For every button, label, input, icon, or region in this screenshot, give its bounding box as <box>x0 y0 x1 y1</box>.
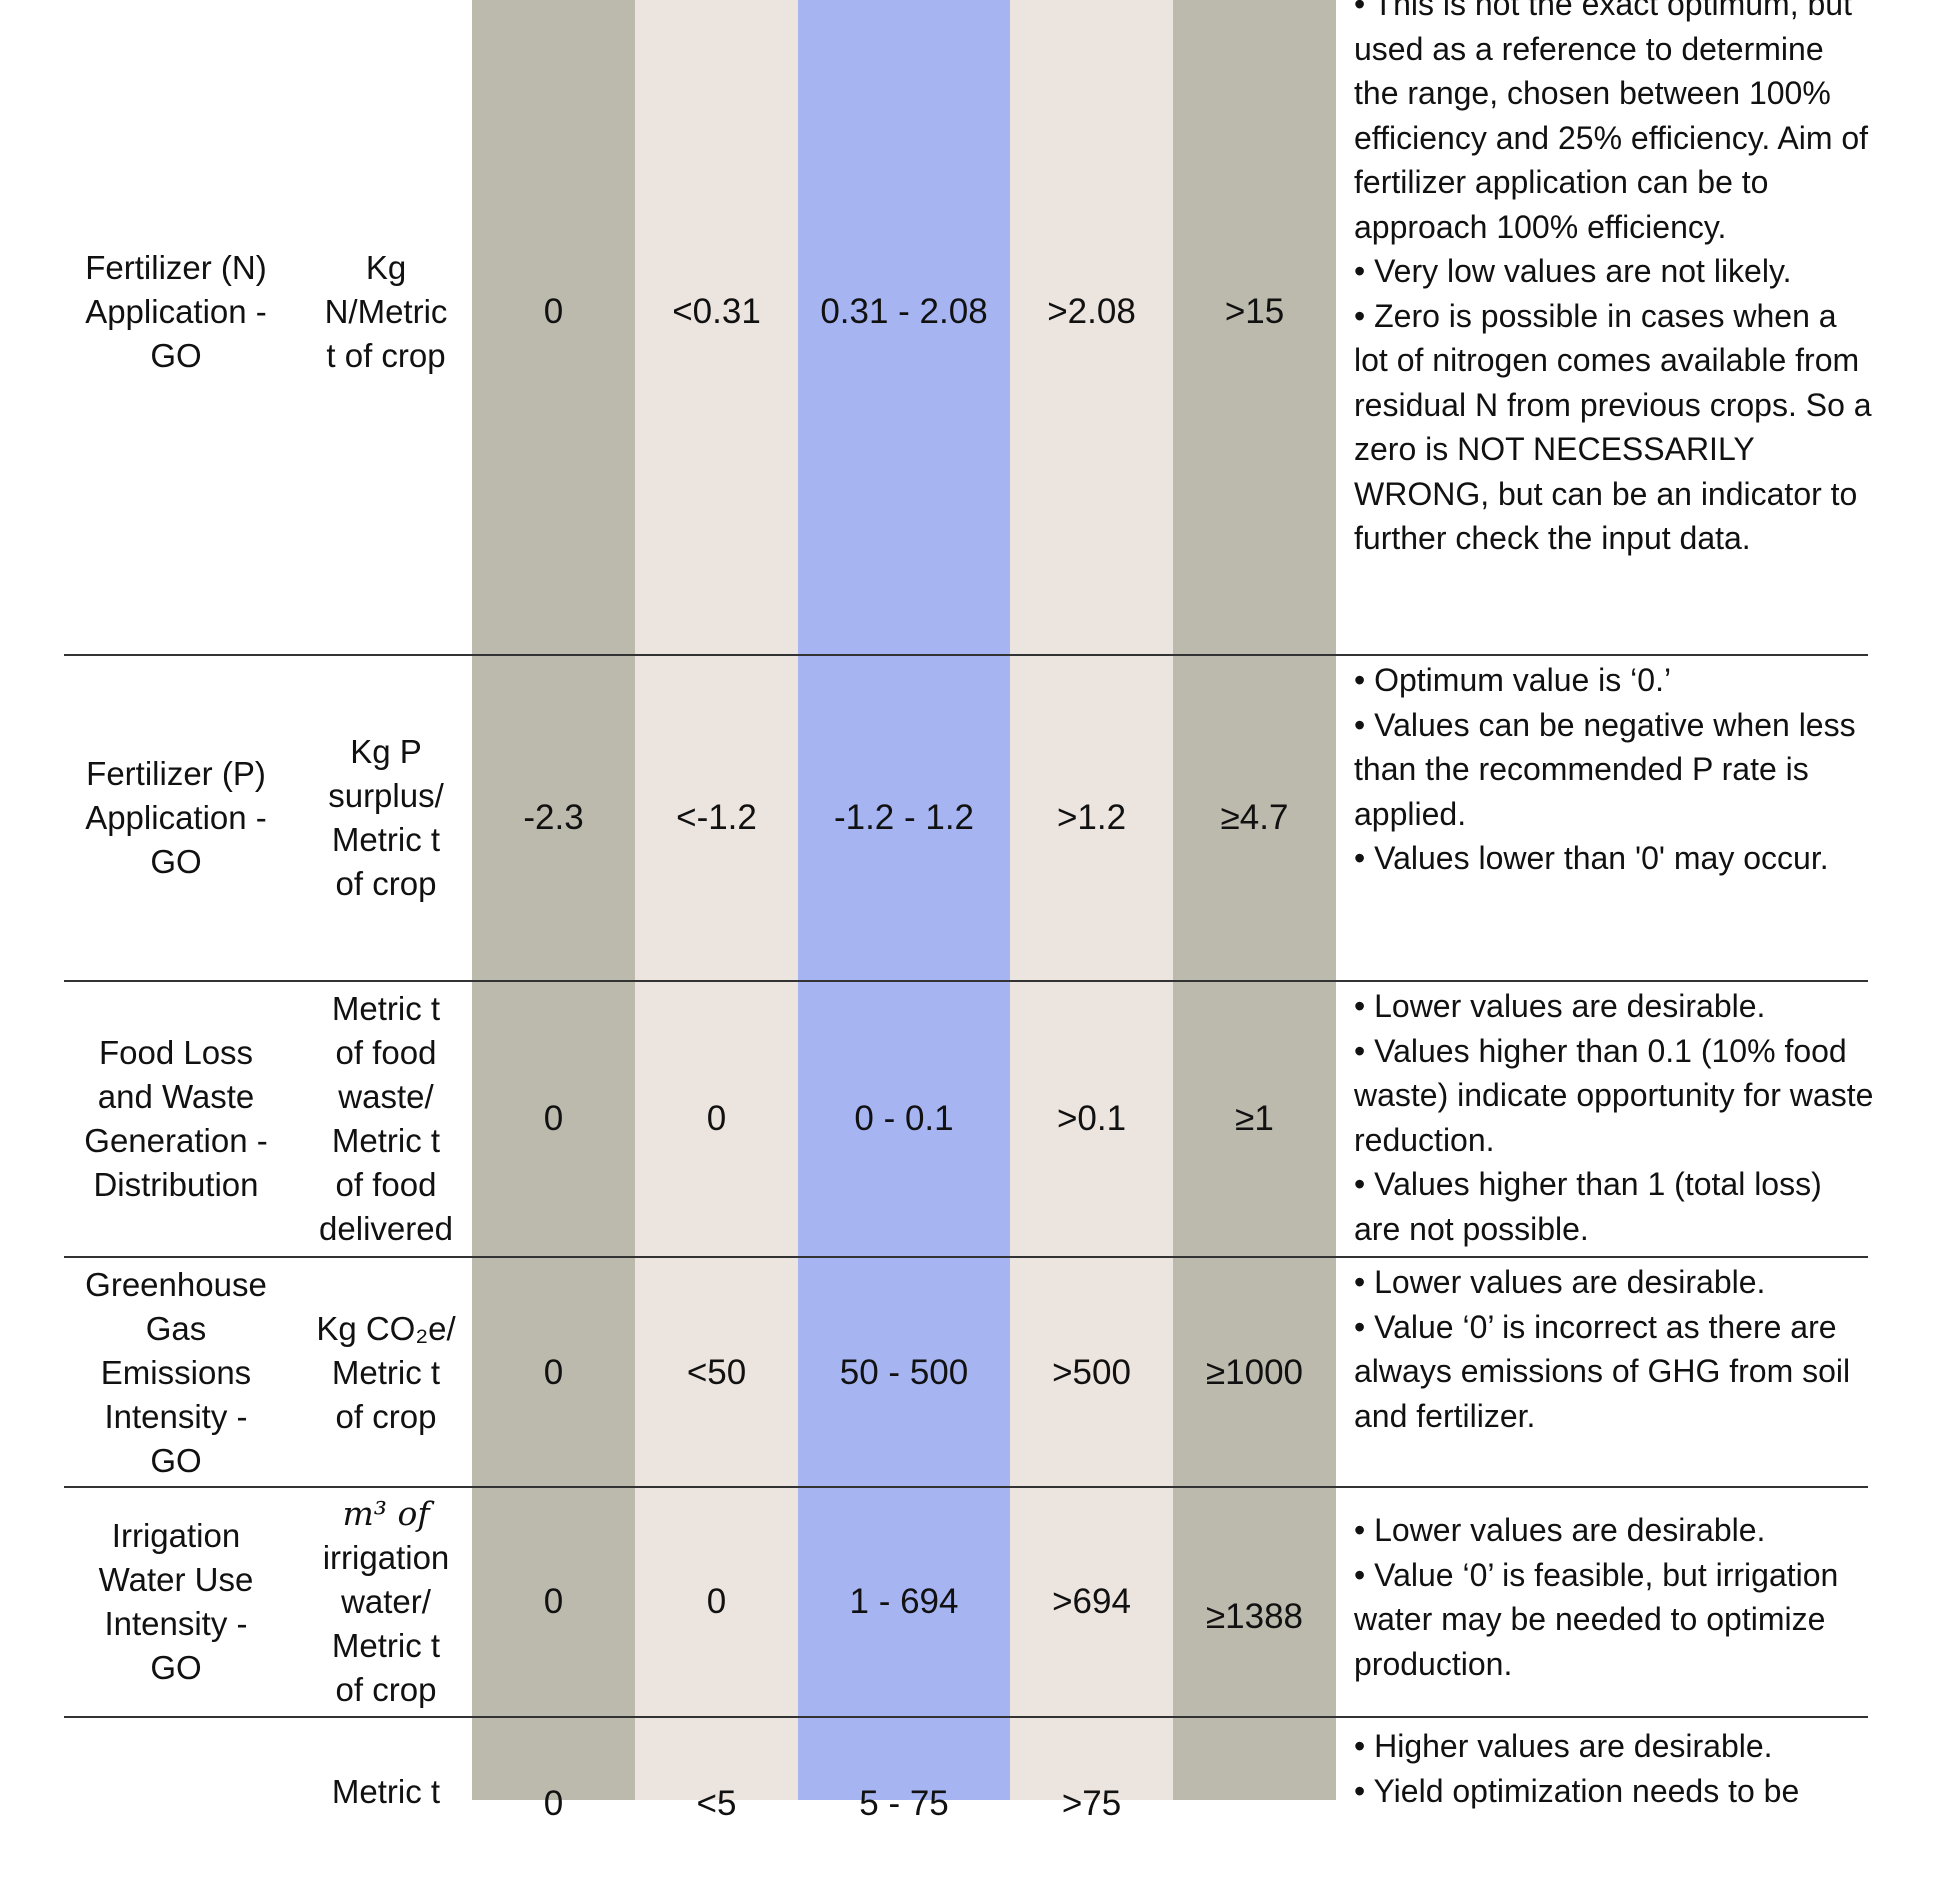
value-very-low: 0 <box>543 1784 564 1823</box>
table-row: Fertilizer (N) Application - GO Kg N/Metric… <box>64 0 1871 654</box>
interpretation-notes: • Optimum value is ‘0.’ • Values can be … <box>1354 658 1874 881</box>
interpretation-notes: • Lower values are desirable. • Value ‘0… <box>1354 1508 1874 1686</box>
table-row: Metric t 0 <5 5 - 75 >75 • Higher values… <box>64 1718 1868 1878</box>
note-text: • Yield optimization needs to be <box>1354 1772 1800 1809</box>
note-text: • Values higher than 1 (total loss) are … <box>1354 1166 1822 1247</box>
value-very-high: >15 <box>1224 292 1285 331</box>
indicator-name: Greenhouse Gas Emissions Intensity - GO <box>85 1266 267 1479</box>
indicator-name: Food Loss and Waste Generation - Distributi… <box>84 1034 268 1203</box>
value-very-high: ≥4.7 <box>1220 798 1289 837</box>
value-low: <-1.2 <box>676 798 757 837</box>
value-high: >694 <box>1052 1582 1131 1621</box>
indicator-unit: Kg CO₂e/Metric t of crop <box>316 1310 456 1435</box>
value-very-low: -2.3 <box>523 798 584 837</box>
table-row: Greenhouse Gas Emissions Intensity - GO Kg C… <box>64 1258 1868 1488</box>
note-text: • Value ‘0’ is feasible, but irrigation … <box>1354 1556 1839 1682</box>
value-low: <50 <box>686 1353 747 1392</box>
note-text: • Higher values are desirable. <box>1354 1728 1773 1764</box>
table-row: Irrigation Water Use Intensity - GO m³ of ir… <box>64 1488 1868 1716</box>
column-band-high <box>1010 0 1173 1800</box>
table-row: Food Loss and Waste Generation - Distributi… <box>64 982 1873 1256</box>
value-typical-range: 50 - 500 <box>839 1353 969 1392</box>
value-high: >2.08 <box>1047 292 1136 331</box>
indicator-name: Fertilizer (N) Application - GO <box>85 249 267 374</box>
row-divider <box>64 654 1868 656</box>
column-band-very-low <box>472 0 635 1800</box>
indicator-unit: Kg N/Metric t of crop <box>324 249 448 374</box>
row-divider <box>64 980 1868 982</box>
interpretation-notes: • This is not the exact optimum, but use… <box>1354 0 1874 561</box>
value-low: 0 <box>706 1582 727 1621</box>
value-typical-range: -1.2 - 1.2 <box>833 798 975 837</box>
value-low: <5 <box>696 1784 737 1823</box>
note-text: • Zero is possible in cases when a lot o… <box>1354 297 1872 557</box>
note-text: • Lower values are desirable. <box>1354 988 1766 1024</box>
column-band-low <box>635 0 798 1800</box>
indicator-unit: Metric t <box>331 1773 441 1810</box>
indicator-unit: m³ of irrigation water/Metric t of crop <box>322 1494 450 1708</box>
value-very-low: 0 <box>543 1099 564 1138</box>
value-typical-range: 0.31 - 2.08 <box>820 292 988 331</box>
column-band-very-high <box>1173 0 1336 1800</box>
value-low: <0.31 <box>672 292 761 331</box>
interpretation-notes: • Lower values are desirable. • Values h… <box>1354 984 1874 1251</box>
value-high: >75 <box>1061 1784 1122 1823</box>
note-text: • Lower values are desirable. <box>1354 1512 1766 1548</box>
indicator-name: Irrigation Water Use Intensity - GO <box>98 1517 254 1686</box>
note-text: • Very low values are not likely. <box>1354 253 1792 289</box>
value-very-high: ≥1000 <box>1205 1353 1304 1392</box>
value-very-low: 0 <box>543 1353 564 1392</box>
note-text: • Lower values are desirable. <box>1354 1264 1766 1300</box>
column-band-typical-range <box>798 0 1010 1800</box>
note-text: • Values lower than '0' may occur. <box>1354 840 1829 876</box>
note-text: • Optimum value is ‘0.’ <box>1354 662 1672 698</box>
value-high: >500 <box>1052 1353 1131 1392</box>
value-high: >0.1 <box>1056 1099 1127 1138</box>
value-typical-range: 0 - 0.1 <box>854 1099 954 1138</box>
row-divider <box>64 1256 1868 1258</box>
value-typical-range: 5 - 75 <box>859 1784 949 1823</box>
value-very-low: 0 <box>543 1582 564 1621</box>
interpretation-notes: • Lower values are desirable. • Value ‘0… <box>1354 1260 1874 1438</box>
value-very-high: ≥1388 <box>1205 1597 1304 1636</box>
indicator-name: Fertilizer (P) Application - GO <box>85 755 267 880</box>
value-high: >1.2 <box>1056 798 1127 837</box>
note-text: • Values can be negative when less than … <box>1354 706 1856 832</box>
row-divider <box>64 1716 1868 1718</box>
value-very-low: 0 <box>543 292 564 331</box>
indicator-unit: Metric t of food waste/Metric t of food deli… <box>319 990 453 1247</box>
note-text: • This is not the exact optimum, but use… <box>1354 0 1869 245</box>
row-divider <box>64 1486 1868 1488</box>
value-very-high: ≥1 <box>1235 1099 1274 1138</box>
note-text: • Values higher than 0.1 (10% food waste… <box>1354 1032 1874 1158</box>
note-text: • Value ‘0’ is incorrect as there are al… <box>1354 1308 1851 1434</box>
value-typical-range: 1 - 694 <box>849 1582 959 1621</box>
value-low: 0 <box>706 1099 727 1138</box>
